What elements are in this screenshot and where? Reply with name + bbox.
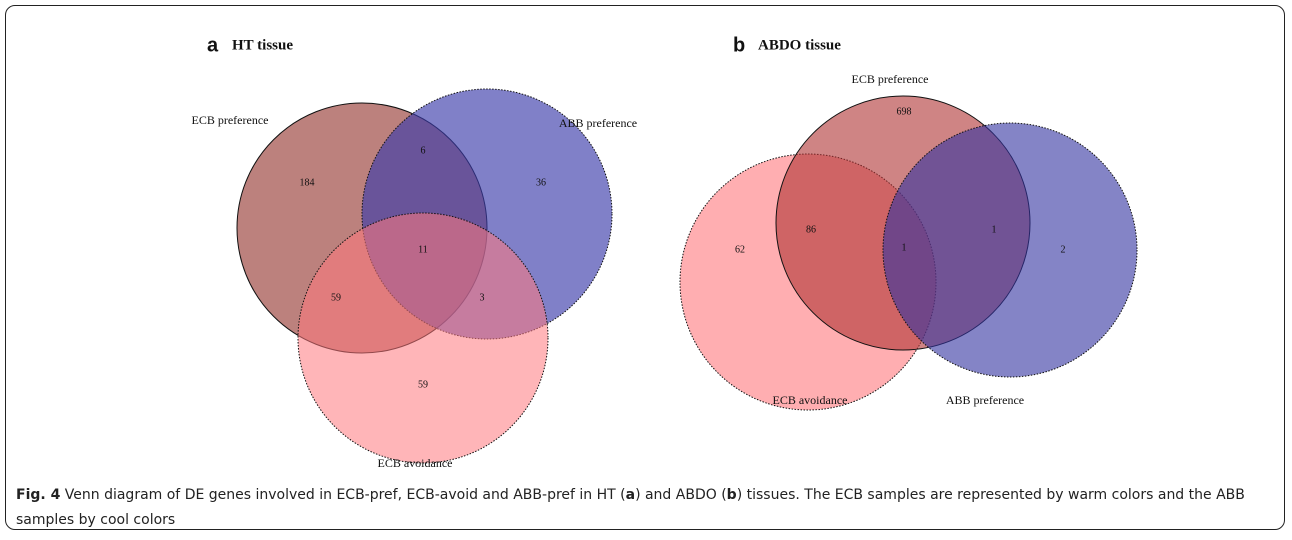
figure: a HT tissue ECB preference ABB preferenc…: [192, 34, 1138, 470]
set-label: ECB avoidance: [773, 393, 848, 407]
region-count: 2: [1061, 244, 1066, 255]
caption-text: a: [625, 487, 636, 503]
region-count: 6: [421, 145, 426, 156]
region-count: 59: [418, 379, 428, 390]
region-count: 59: [331, 292, 341, 303]
region-count: 1: [902, 242, 907, 253]
set-circle: [882, 122, 1138, 378]
region-count: 3: [480, 292, 485, 303]
panel-a: a HT tissue ECB preference ABB preferenc…: [192, 34, 638, 469]
set-circle: [297, 212, 549, 464]
caption-text: b: [726, 487, 737, 503]
panel-label: a: [207, 34, 219, 56]
caption-label: Fig. 4: [16, 487, 61, 503]
set-label: ECB preference: [192, 113, 269, 127]
region-count: 11: [418, 244, 428, 255]
caption: Fig. 4 Venn diagram of DE genes involved…: [16, 483, 1276, 533]
caption-text: Venn diagram of DE genes involved in ECB…: [64, 487, 626, 503]
caption-text: ) tissues. The ECB samples are represent…: [16, 487, 1245, 528]
region-count: 184: [300, 177, 315, 188]
region-count: 36: [536, 177, 546, 188]
caption-text: ) and ABDO (: [635, 487, 727, 503]
region-count: 62: [735, 244, 745, 255]
panel-label: b: [733, 34, 745, 56]
figure-frame: [5, 5, 1285, 530]
panel-b: b ABDO tissue ECB preference ECB avoidan…: [679, 34, 1138, 411]
set-label: ABB preference: [946, 393, 1024, 407]
region-count: 698: [897, 106, 912, 117]
set-label: ECB avoidance: [378, 456, 453, 470]
panel-title: ABDO tissue: [758, 37, 841, 53]
region-count: 86: [806, 224, 816, 235]
panel-title: HT tissue: [232, 37, 293, 53]
set-label: ECB preference: [852, 72, 929, 86]
region-count: 1: [992, 224, 997, 235]
set-label: ABB preference: [559, 116, 637, 130]
